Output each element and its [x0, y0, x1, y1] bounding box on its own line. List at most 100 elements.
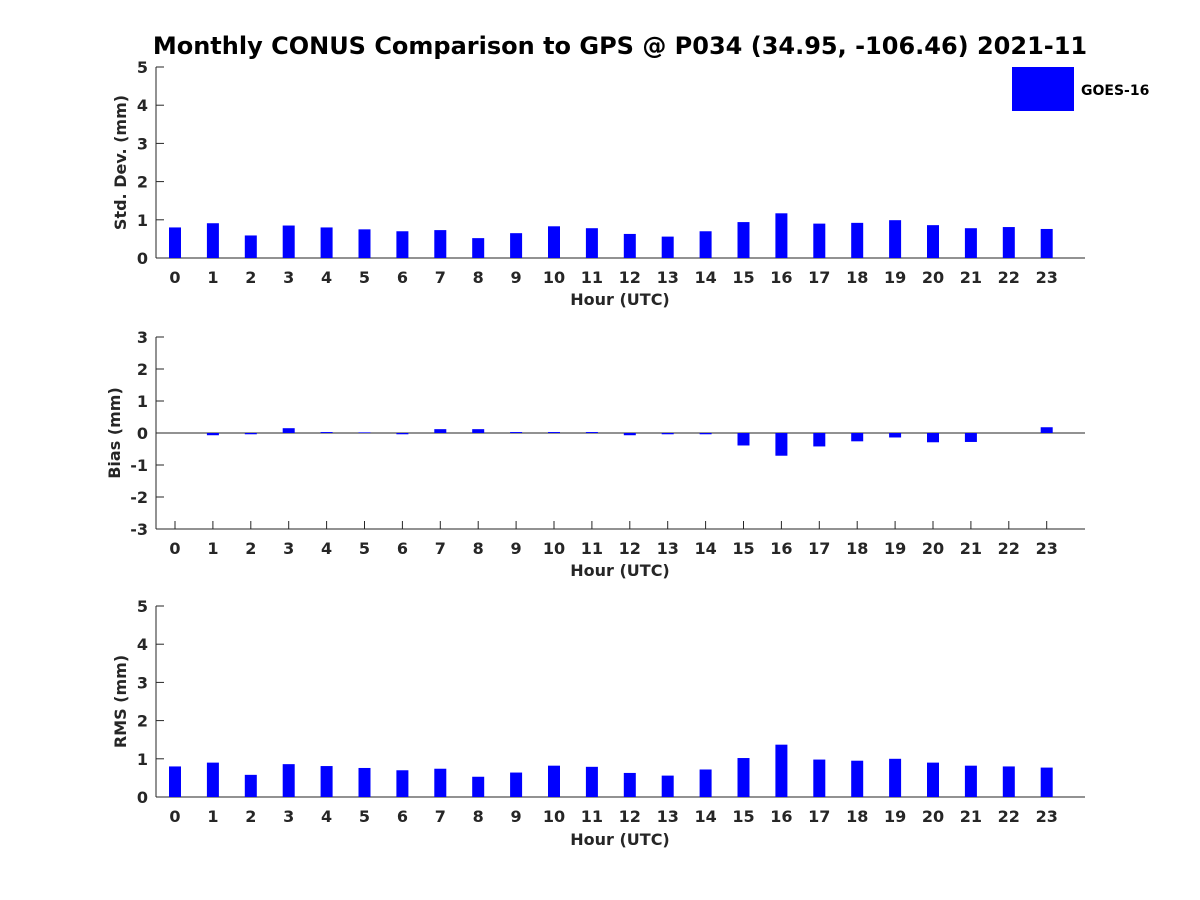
rms-y-tick-label: 5	[137, 597, 148, 616]
bias-bar-hour-3	[282, 428, 295, 433]
rms-x-tick-label: 21	[960, 807, 982, 826]
std-dev-bar-hour-0	[169, 227, 181, 258]
bias-bar-hour-5	[358, 432, 371, 433]
rms-y-tick-label: 1	[137, 750, 148, 769]
std-dev-x-tick-label: 12	[619, 268, 641, 287]
std-dev-bar-hour-16	[775, 213, 788, 258]
std-dev-x-tick-label: 20	[922, 268, 944, 287]
std-dev-bar-hour-3	[282, 225, 295, 258]
bias-bar-hour-15	[737, 433, 750, 446]
std-dev-x-tick-label: 3	[283, 268, 294, 287]
std-dev-bar-hour-21	[964, 228, 977, 258]
std-dev-y-tick-label: 2	[137, 173, 148, 192]
std-dev-x-tick-label: 19	[884, 268, 906, 287]
bias-bar-hour-17	[813, 433, 826, 447]
bias-bar-hour-14	[699, 433, 712, 435]
bias-x-tick-label: 12	[619, 539, 641, 558]
bias-x-tick-label: 14	[694, 539, 716, 558]
rms-bar-hour-16	[775, 744, 788, 797]
std-dev-x-tick-label: 17	[808, 268, 830, 287]
bias-bar-hour-23	[1040, 427, 1053, 433]
bias-bar-hour-16	[775, 433, 788, 456]
bias-x-tick-label: 17	[808, 539, 830, 558]
bias-x-tick-label: 23	[1036, 539, 1058, 558]
bias-y-tick-label: 3	[137, 328, 148, 347]
rms-bar-hour-22	[1002, 766, 1015, 797]
std-dev-x-tick-label: 10	[543, 268, 565, 287]
std-dev-y-tick-label: 3	[137, 134, 148, 153]
bias-bar-hour-2	[244, 433, 257, 435]
bias-x-tick-label: 8	[473, 539, 484, 558]
std-dev-x-tick-label: 9	[511, 268, 522, 287]
rms-x-tick-label: 5	[359, 807, 370, 826]
std-dev-bar-hour-11	[585, 228, 598, 258]
std-dev-x-axis-label: Hour (UTC)	[570, 290, 670, 309]
rms-bar-hour-21	[964, 765, 977, 797]
bias-x-tick-label: 20	[922, 539, 944, 558]
rms-bar-hour-17	[813, 759, 826, 797]
rms-x-tick-label: 16	[770, 807, 792, 826]
rms-bar-hour-18	[851, 760, 864, 797]
rms-bar-hour-8	[472, 776, 485, 797]
bias-bar-hour-20	[927, 433, 939, 443]
std-dev-bar-hour-12	[623, 233, 636, 258]
rms-bar-hour-3	[282, 764, 295, 797]
std-dev-x-tick-label: 21	[960, 268, 982, 287]
std-dev-bar-hour-9	[510, 233, 523, 258]
std-dev-x-tick-label: 0	[169, 268, 180, 287]
rms-y-tick-label: 2	[137, 712, 148, 731]
bias-x-tick-label: 6	[397, 539, 408, 558]
bias-x-tick-label: 11	[581, 539, 603, 558]
bias-bar-hour-6	[396, 433, 409, 435]
rms-x-tick-label: 11	[581, 807, 603, 826]
std-dev-x-tick-label: 15	[732, 268, 754, 287]
bias-x-tick-label: 19	[884, 539, 906, 558]
std-dev-bar-hour-19	[889, 220, 902, 258]
rms-bar-hour-15	[737, 758, 750, 797]
bias-x-tick-label: 2	[245, 539, 256, 558]
std-dev-y-axis-label: Std. Dev. (mm)	[111, 95, 130, 230]
rms-x-tick-label: 9	[511, 807, 522, 826]
rms-bar-hour-2	[244, 774, 257, 797]
bias-bar-hour-10	[548, 432, 560, 433]
std-dev-bar-hour-14	[699, 231, 712, 258]
std-dev-x-tick-label: 18	[846, 268, 868, 287]
bias-x-tick-label: 3	[283, 539, 294, 558]
std-dev-x-tick-label: 2	[245, 268, 256, 287]
rms-bar-hour-9	[510, 772, 523, 797]
rms-bar-hour-23	[1040, 767, 1053, 797]
bias-x-tick-label: 9	[511, 539, 522, 558]
std-dev-bar-hour-17	[813, 223, 826, 258]
bias-x-tick-label: 18	[846, 539, 868, 558]
bias-y-tick-label: 0	[137, 424, 148, 443]
rms-bar-hour-11	[585, 766, 598, 797]
rms-x-tick-label: 4	[321, 807, 332, 826]
bias-y-tick-label: -1	[130, 456, 148, 475]
bias-bar-hour-12	[623, 433, 636, 436]
std-dev-bar-hour-20	[927, 225, 939, 258]
bias-bar-hour-18	[851, 433, 864, 442]
rms-bar-hour-7	[434, 768, 447, 797]
std-dev-x-tick-label: 8	[473, 268, 484, 287]
bias-bar-hour-7	[434, 429, 447, 433]
rms-bar-hour-13	[661, 775, 674, 797]
rms-x-tick-label: 7	[435, 807, 446, 826]
std-dev-bar-hour-13	[661, 236, 674, 258]
legend-label-goes-16: GOES-16	[1081, 83, 1149, 99]
bias-x-tick-label: 1	[207, 539, 218, 558]
bias-x-tick-label: 15	[732, 539, 754, 558]
std-dev-bar-hour-7	[434, 230, 447, 258]
bias-bar-hour-8	[472, 429, 485, 433]
bias-x-tick-label: 21	[960, 539, 982, 558]
rms-bar-hour-12	[623, 772, 636, 797]
bias-bar-hour-11	[585, 432, 598, 433]
bias-bar-hour-21	[964, 433, 977, 442]
std-dev-x-tick-label: 7	[435, 268, 446, 287]
rms-x-tick-label: 14	[694, 807, 716, 826]
bias-y-tick-label: -3	[130, 520, 148, 539]
bias-x-tick-label: 22	[998, 539, 1020, 558]
std-dev-y-tick-label: 0	[137, 249, 148, 268]
